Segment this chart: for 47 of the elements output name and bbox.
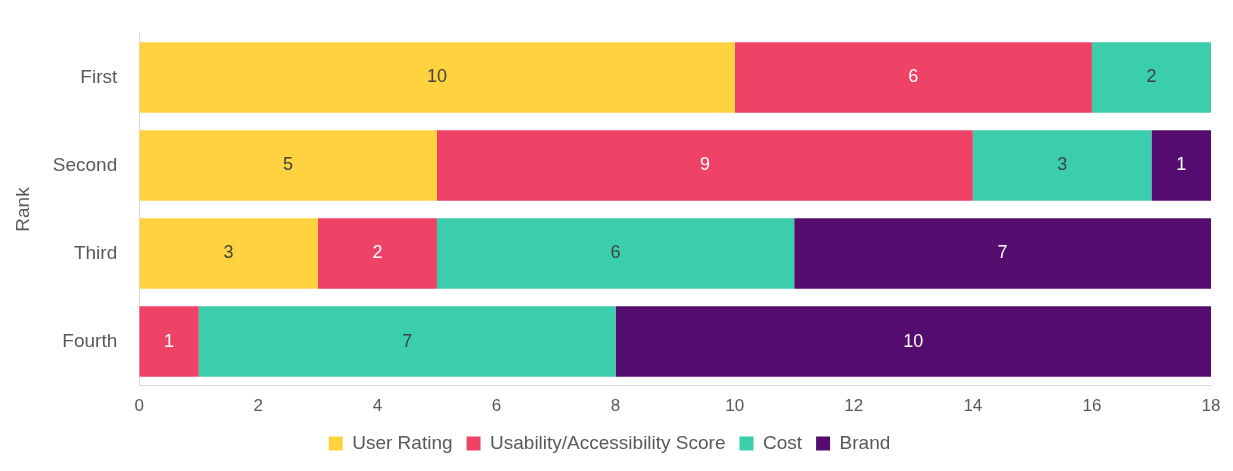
data-label: 7 xyxy=(402,330,413,351)
bar xyxy=(615,306,1211,377)
bar xyxy=(198,306,616,377)
data-label: 3 xyxy=(223,242,234,263)
x-tick-label: 12 xyxy=(844,396,864,416)
data-label: 1 xyxy=(1176,154,1187,175)
bar xyxy=(139,306,199,377)
data-label: 1 xyxy=(164,330,175,351)
x-tick-label: 0 xyxy=(134,396,144,416)
x-tick-label: 6 xyxy=(491,396,502,416)
data-label: 10 xyxy=(903,330,924,351)
y-tick-label: Third xyxy=(73,241,118,263)
bar xyxy=(436,130,973,201)
data-label: 2 xyxy=(372,242,383,263)
legend-label: Cost xyxy=(763,431,803,453)
x-tick-label: 18 xyxy=(1201,396,1221,416)
bar xyxy=(139,42,735,113)
x-tick-label: 10 xyxy=(725,396,745,416)
y-tick-label: Second xyxy=(52,153,118,175)
y-axis-title: Rank xyxy=(11,186,33,232)
bar xyxy=(1091,42,1211,113)
bar xyxy=(436,218,795,289)
bar xyxy=(139,130,437,201)
legend-label: Brand xyxy=(839,431,891,453)
data-label: 6 xyxy=(610,242,621,263)
data-label: 2 xyxy=(1146,66,1157,87)
data-label: 7 xyxy=(997,242,1008,263)
x-tick-label: 14 xyxy=(963,396,983,416)
x-tick-label: 4 xyxy=(372,396,383,416)
x-tick-label: 16 xyxy=(1082,396,1102,416)
data-label: 9 xyxy=(699,154,710,175)
bar xyxy=(317,218,437,289)
x-tick-label: 8 xyxy=(610,396,621,416)
data-label: 3 xyxy=(1057,154,1068,175)
legend-label: Usability/Accessibility Score xyxy=(490,431,726,453)
bar xyxy=(794,218,1211,289)
data-label: 10 xyxy=(426,66,447,87)
bar xyxy=(1151,130,1211,201)
bar xyxy=(972,130,1152,201)
y-tick-label: First xyxy=(80,65,118,87)
bar xyxy=(139,218,318,289)
legend-label: User Rating xyxy=(352,431,453,453)
bar xyxy=(734,42,1092,113)
x-tick-label: 2 xyxy=(253,396,264,416)
data-label: 6 xyxy=(908,66,919,87)
data-label: 5 xyxy=(283,154,294,175)
y-tick-label: Fourth xyxy=(62,329,118,351)
